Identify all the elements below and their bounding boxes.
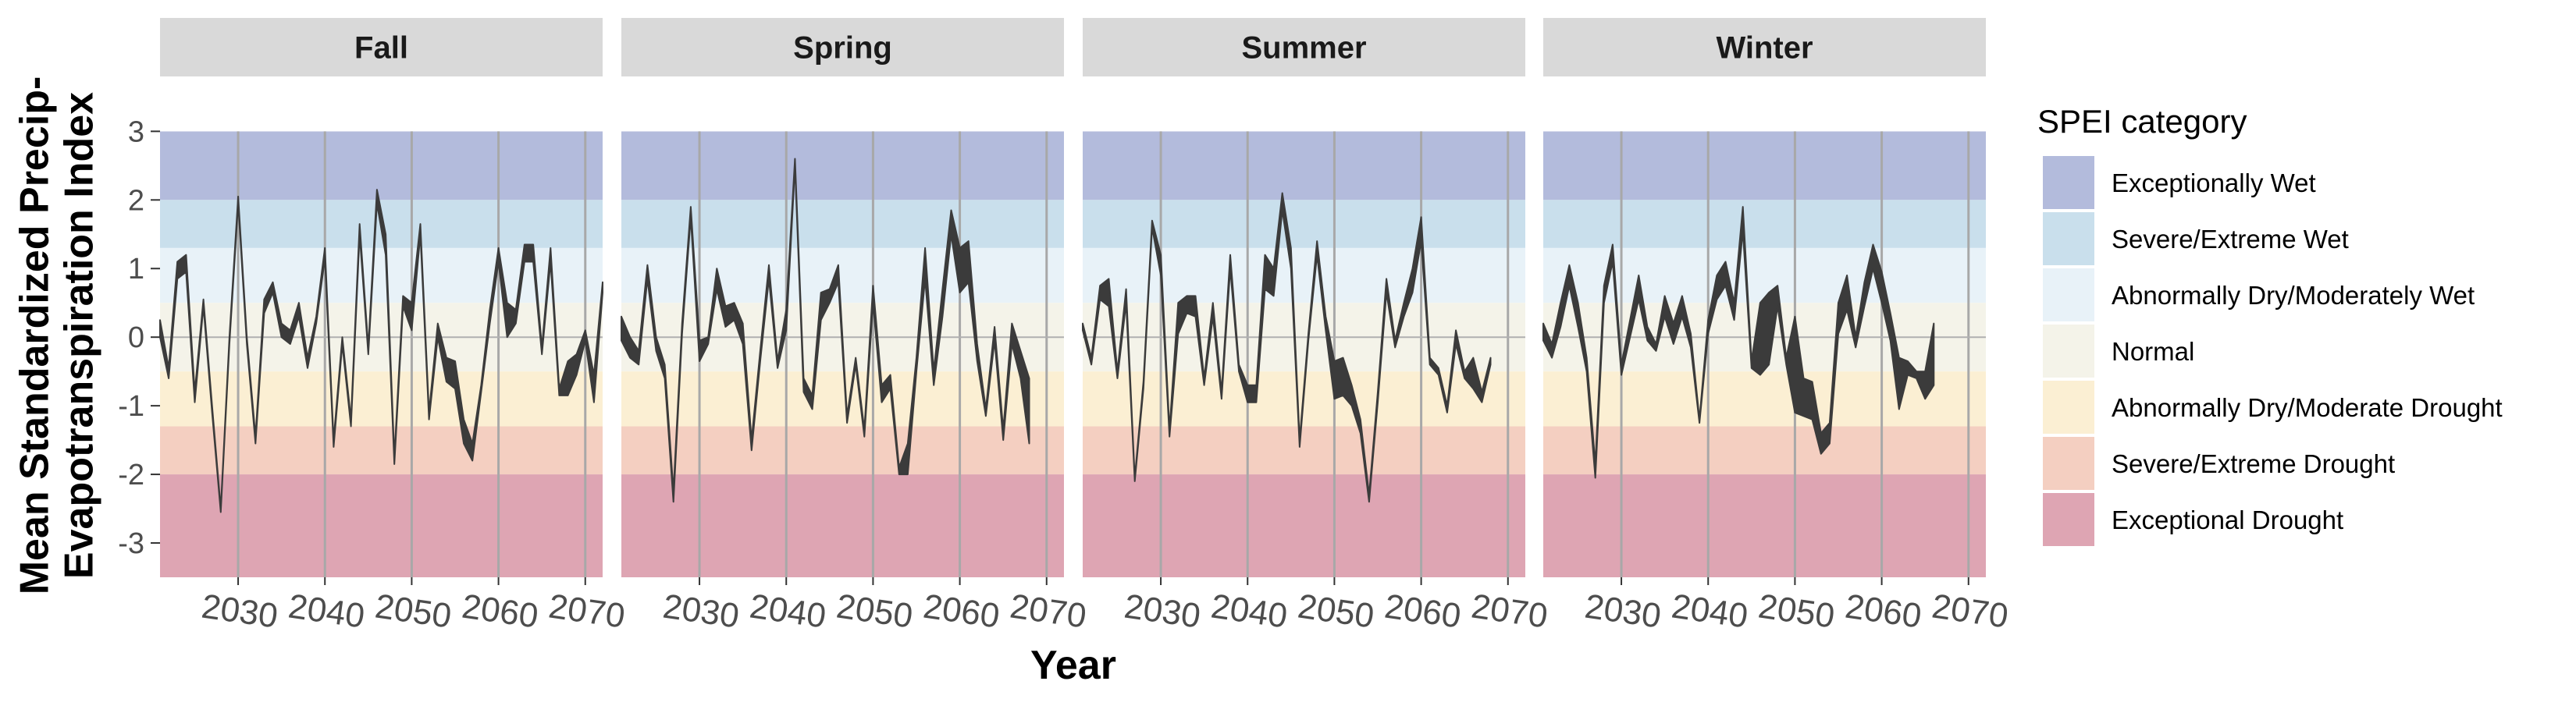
legend-label: Severe/Extreme Wet xyxy=(2112,225,2349,254)
legend-swatch xyxy=(2043,156,2094,209)
legend-swatch xyxy=(2043,212,2094,265)
y-axis-title-line: Mean Standardized Precip- xyxy=(12,76,57,595)
legend-label: Severe/Extreme Drought xyxy=(2112,449,2395,478)
facet-strip xyxy=(1543,18,1986,76)
x-tick-label: 2030 xyxy=(1122,587,1203,636)
panel-fall: Fall xyxy=(159,18,603,577)
x-tick-label: 2060 xyxy=(921,587,1002,636)
legend-label: Abnormally Dry/Moderately Wet xyxy=(2112,281,2475,310)
category-band-severe-extreme-drought xyxy=(1543,426,1986,475)
legend-label: Abnormally Dry/Moderate Drought xyxy=(2112,393,2503,422)
y-tick-label: -3 xyxy=(118,527,144,560)
facet-label: Summer xyxy=(1241,31,1366,66)
legend-item-exceptionally-wet: Exceptionally Wet xyxy=(2043,156,2316,209)
y-tick-label: 3 xyxy=(128,115,144,148)
x-tick-label: 2040 xyxy=(747,587,828,636)
category-band-abnormally-dry-moderate-drought xyxy=(160,371,603,427)
x-tick-label: 2060 xyxy=(460,587,541,636)
category-band-severe-extreme-wet xyxy=(1083,200,1525,248)
x-axis-title: Year xyxy=(1030,643,1116,688)
legend-swatch xyxy=(2043,493,2094,546)
x-tick-label: 2030 xyxy=(1582,587,1663,636)
facet-label: Winter xyxy=(1716,31,1813,66)
panel-spring: Spring xyxy=(621,18,1064,577)
panel-background xyxy=(1083,76,1525,132)
spei-ribbon-summer xyxy=(1082,192,1492,503)
legend-swatch xyxy=(2043,437,2094,490)
category-band-exceptional-drought xyxy=(1543,474,1986,577)
facet-strip xyxy=(160,18,603,76)
legend-swatch xyxy=(2043,325,2094,378)
x-tick-label: 2040 xyxy=(286,587,367,636)
spei-ribbon-fall xyxy=(159,189,603,513)
category-band-exceptional-drought xyxy=(1083,474,1525,577)
category-band-severe-extreme-wet xyxy=(621,200,1064,248)
y-axis: 3 2 1 0 -1 -2 -3 xyxy=(118,115,160,560)
y-axis-title: Mean Standardized Precip-Evapotranspirat… xyxy=(12,76,101,595)
category-band-severe-extreme-drought xyxy=(621,426,1064,475)
legend-label: Normal xyxy=(2112,337,2194,366)
facet-strip xyxy=(1083,18,1525,76)
x-tick-label: 2050 xyxy=(1296,587,1377,636)
panel-background xyxy=(1543,76,1986,132)
facet-label: Fall xyxy=(354,31,408,66)
x-tick-label: 2050 xyxy=(373,587,454,636)
y-axis-title-line: Evapotranspiration Index xyxy=(57,92,102,579)
x-tick-label: 2070 xyxy=(1930,587,2011,636)
legend: SPEI category Exceptionally Wet Severe/Ex… xyxy=(2037,103,2503,546)
x-tick-label: 2030 xyxy=(660,587,742,636)
legend-item-severe-extreme-wet: Severe/Extreme Wet xyxy=(2043,212,2349,265)
category-band-exceptionally-wet xyxy=(1543,131,1986,200)
panel-background xyxy=(621,76,1064,132)
category-band-severe-extreme-drought xyxy=(160,426,603,475)
facet-panels: Fall Spring Summer Winter xyxy=(159,18,1986,577)
x-tick-label: 2070 xyxy=(546,587,628,636)
spei-ribbon-winter xyxy=(1542,206,1935,479)
legend-item-normal: Normal xyxy=(2043,325,2194,378)
x-axis: 2030 2040 2050 2060 2070 2030 2040 2050 2060 2070… xyxy=(199,577,2011,636)
y-tick-label: -2 xyxy=(118,459,144,491)
legend-item-abnormally-dry-moderate-drought: Abnormally Dry/Moderate Drought xyxy=(2043,381,2503,434)
category-band-exceptional-drought xyxy=(621,474,1064,577)
x-tick-label: 2040 xyxy=(1208,587,1290,636)
category-band-severe-extreme-wet xyxy=(1543,200,1986,248)
x-tick-label: 2030 xyxy=(199,587,280,636)
x-tick-label: 2050 xyxy=(1756,587,1838,636)
category-band-abnormally-dry-moderately-wet xyxy=(1083,247,1525,303)
category-band-abnormally-dry-moderate-drought xyxy=(1543,371,1986,427)
legend-item-severe-extreme-drought: Severe/Extreme Drought xyxy=(2043,437,2395,490)
x-tick-label: 2050 xyxy=(834,587,916,636)
legend-label: Exceptional Drought xyxy=(2112,506,2343,534)
panel-background xyxy=(160,76,603,132)
legend-label: Exceptionally Wet xyxy=(2112,169,2316,197)
x-tick-label: 2060 xyxy=(1382,587,1464,636)
y-tick-label: 0 xyxy=(128,321,144,354)
spei-ribbon-spring xyxy=(621,158,1030,503)
y-tick-label: -1 xyxy=(118,390,144,423)
panel-summer: Summer xyxy=(1082,18,1525,577)
x-tick-label: 2070 xyxy=(1469,587,1550,636)
x-tick-label: 2040 xyxy=(1669,587,1750,636)
category-band-exceptionally-wet xyxy=(621,131,1064,200)
legend-item-exceptional-drought: Exceptional Drought xyxy=(2043,493,2343,546)
facet-label: Spring xyxy=(793,31,892,66)
legend-title: SPEI category xyxy=(2037,103,2247,140)
x-tick-label: 2070 xyxy=(1008,587,1089,636)
legend-swatch xyxy=(2043,268,2094,321)
facet-strip xyxy=(621,18,1064,76)
category-band-severe-extreme-drought xyxy=(1083,426,1525,475)
panel-winter: Winter xyxy=(1542,18,1986,577)
legend-swatch xyxy=(2043,381,2094,434)
y-tick-label: 2 xyxy=(128,184,144,217)
legend-item-abnormally-dry-moderately-wet: Abnormally Dry/Moderately Wet xyxy=(2043,268,2475,321)
x-tick-label: 2060 xyxy=(1843,587,1924,636)
category-band-exceptionally-wet xyxy=(160,131,603,200)
y-tick-label: 1 xyxy=(128,253,144,286)
category-band-exceptional-drought xyxy=(160,474,603,577)
category-band-exceptionally-wet xyxy=(1083,131,1525,200)
category-band-abnormally-dry-moderately-wet xyxy=(1543,247,1986,303)
